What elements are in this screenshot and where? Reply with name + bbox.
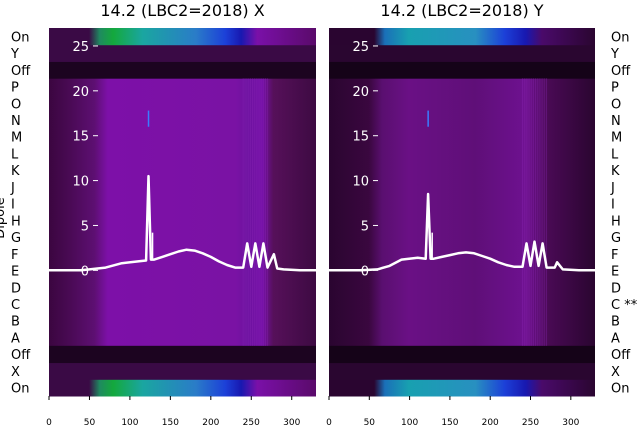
row-label: C ** (611, 298, 638, 313)
heatmap-row (329, 28, 595, 46)
heatmap-row (329, 345, 595, 364)
row-label: B (11, 315, 20, 330)
row-label: K (11, 164, 20, 179)
row-label: J (10, 181, 15, 196)
heatmap-row (329, 61, 595, 79)
row-label: On (611, 382, 629, 397)
series-line (329, 192, 595, 272)
heatmap-row (49, 345, 316, 364)
y-axis-label: Dipole (0, 197, 8, 238)
row-label: On (11, 382, 29, 397)
y-tick-label: 0 (361, 264, 369, 279)
row-label: D (11, 281, 21, 296)
row-label: C (11, 298, 20, 313)
row-label: D (611, 281, 621, 296)
heatmap-row (49, 362, 316, 380)
x-tick-label: 150 (162, 418, 179, 428)
x-tick-label: 300 (283, 418, 300, 428)
heatmap-row (49, 44, 316, 62)
row-label: F (611, 248, 618, 263)
row-label: X (611, 365, 620, 380)
chart-title: 14.2 (LBC2=2018) X (100, 1, 264, 20)
y-tick-label: 20 (352, 85, 369, 100)
y-tick-label: 10 (352, 175, 369, 190)
row-label: P (11, 81, 19, 96)
row-label: X (11, 365, 20, 380)
heatmap-row (329, 362, 595, 380)
row-label: I (11, 198, 15, 213)
row-label: Y (610, 47, 619, 62)
row-label: Y (10, 47, 19, 62)
row-label: G (11, 231, 21, 246)
row-label: J (610, 181, 615, 196)
series-line (49, 174, 316, 272)
heatmap-body (49, 28, 316, 396)
x-tick-label: 200 (482, 418, 499, 428)
heatmap-row (49, 61, 316, 79)
row-label: H (11, 214, 21, 229)
heatmap-row (49, 28, 316, 46)
x-tick-label: 100 (401, 418, 418, 428)
row-label: L (611, 147, 619, 162)
row-label: O (611, 97, 621, 112)
row-label: N (11, 114, 21, 129)
y-tick-label: 5 (361, 219, 369, 234)
row-label: L (11, 147, 19, 162)
row-label: I (611, 198, 615, 213)
row-label: A (11, 331, 20, 346)
x-tick-label: 150 (441, 418, 458, 428)
heatmap-row (329, 44, 595, 62)
row-label: G (611, 231, 621, 246)
row-label: K (611, 164, 620, 179)
panel-x: 14.2 (LBC2=2018) X On X Off ABCDEFGHIJKLMNOP… (10, 1, 316, 428)
y-tick-label: 25 (352, 40, 369, 55)
row-label: On (611, 30, 629, 45)
y-tick-label: 20 (72, 85, 89, 100)
y-tick-label: 5 (81, 219, 89, 234)
row-label: A (611, 331, 620, 346)
x-tick-label: 50 (364, 418, 376, 428)
heatmap-row (329, 379, 595, 397)
chart-title: 14.2 (LBC2=2018) Y (380, 1, 543, 20)
row-label: P (611, 81, 619, 96)
x-tick-label: 100 (121, 418, 138, 428)
heatmap-body (329, 28, 595, 396)
y-tick-label: 0 (81, 264, 89, 279)
panel-y: 14.2 (LBC2=2018) Y On X Off AB C ** DEFGHIJKLM… (326, 1, 638, 428)
y-tick-label: 25 (72, 40, 89, 55)
row-label: O (11, 97, 21, 112)
x-tick-label: 250 (522, 418, 539, 428)
x-tick-label: 250 (243, 418, 260, 428)
row-label: Off (11, 348, 31, 363)
x-tick-label: 0 (46, 418, 52, 428)
y-tick-label: 15 (72, 130, 89, 145)
row-label: Off (611, 348, 631, 363)
row-label: E (611, 265, 619, 280)
row-label: E (11, 265, 19, 280)
row-label: N (611, 114, 621, 129)
row-label: M (611, 131, 622, 146)
y-tick-label: 15 (352, 130, 369, 145)
x-tick-label: 0 (326, 418, 332, 428)
row-label: Off (611, 64, 631, 79)
x-tick-label: 200 (202, 418, 219, 428)
x-tick-label: 300 (562, 418, 579, 428)
x-tick-label: 50 (84, 418, 96, 428)
heatmap-row (49, 379, 316, 397)
row-label: B (611, 315, 620, 330)
row-label: On (11, 30, 29, 45)
row-label: M (11, 131, 22, 146)
y-tick-label: 10 (72, 175, 89, 190)
row-label: H (611, 214, 621, 229)
row-label: F (11, 248, 18, 263)
row-label: Off (11, 64, 31, 79)
